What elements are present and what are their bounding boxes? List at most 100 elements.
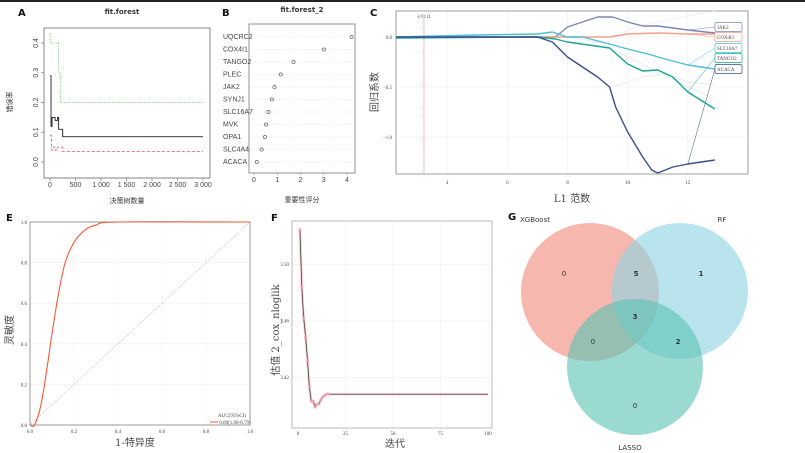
y-tick-label: 0.4 (33, 38, 40, 48)
x-axis-label: L1 范数 (554, 192, 590, 205)
gene-label-box (714, 32, 743, 42)
label-leader (687, 68, 716, 165)
category-label: OPA1 (223, 134, 241, 141)
x-tick-label: 1 000 (92, 182, 110, 189)
x-tick-label: 2 000 (143, 182, 161, 189)
y-tick-label: 0.1 (33, 127, 40, 137)
plot-frame (291, 220, 493, 429)
series-line-0 (50, 75, 203, 138)
label-leader (687, 57, 716, 93)
y-tick-label: 0.4 (21, 343, 28, 348)
panel-label: B (222, 8, 230, 19)
panel-label: G (508, 212, 516, 223)
x-tick-label: 6 (506, 181, 509, 186)
y-tick-label: −0.5 (383, 86, 393, 91)
x-tick-label: 25 (343, 432, 349, 437)
data-point (272, 85, 277, 89)
category-label: SLC16A7 (223, 109, 253, 116)
set-label: RF (718, 216, 727, 224)
data-point (311, 399, 315, 403)
x-tick-label: 3 000 (194, 182, 212, 189)
top-border (0, 0, 805, 2)
data-point (266, 110, 271, 114)
category-label: PLEC (223, 72, 241, 79)
gene-label-box (714, 64, 743, 74)
background-path (609, 10, 715, 38)
chart-title: fit.forest (105, 8, 140, 16)
data-point (313, 405, 317, 409)
legend-entry: 0.89(1.00-0.79) (219, 421, 251, 426)
gene-label: JAK2 (717, 26, 729, 31)
series-line-1 (50, 134, 203, 152)
category-label: TANGO2 (223, 59, 251, 66)
y-tick-label: 1.0 (21, 221, 28, 226)
plot-frame (43, 27, 211, 179)
category-label: COX4I1 (223, 47, 248, 54)
data-point (319, 398, 323, 402)
x-tick-label: 0.8 (203, 430, 210, 435)
coef-path-ACACA (396, 36, 716, 174)
data-point (263, 135, 267, 139)
x-tick-label: 0.4 (115, 430, 122, 435)
data-point (298, 227, 302, 232)
data-point (254, 160, 259, 164)
category-label: UQCRC2 (223, 34, 253, 41)
data-point (270, 97, 274, 102)
roc-curve (29, 221, 251, 428)
y-tick-label: 0.2 (33, 98, 40, 108)
gene-label-box (714, 53, 743, 63)
x-tick-label: 0 (297, 432, 300, 437)
venn-circle-LASSO (567, 299, 703, 435)
data-point (304, 334, 308, 339)
gene-label: SLC16A7 (717, 47, 738, 52)
y-axis-label: 估值 2_cox_nloglik (269, 283, 282, 375)
data-point (307, 385, 311, 389)
x-tick-label: 75 (438, 432, 444, 437)
x-tick-label: 0 (48, 182, 52, 189)
background-path (567, 36, 716, 100)
gene-label-box (714, 22, 743, 32)
coef-path-SLC16A7 (395, 31, 716, 70)
y-tick-label: 0.0 (33, 157, 40, 167)
data-point (278, 72, 283, 77)
x-tick-label: 0.0 (27, 430, 34, 435)
plot-frame (248, 23, 356, 174)
y-tick-label: 0.0 (21, 424, 28, 429)
coef-path-JAK2 (396, 16, 715, 38)
data-point (317, 402, 321, 406)
data-point (300, 285, 304, 289)
lambda-annotation: λ=0.11 (417, 15, 431, 20)
x-tick-label: 0 (252, 177, 256, 184)
x-tick-label: 1 (275, 177, 279, 184)
y-tick-label: 0.2 (21, 383, 28, 388)
legend-title: AUC(95%CI) (218, 414, 246, 419)
category-label: JAK2 (223, 84, 240, 91)
x-axis-label: 迭代 (385, 438, 405, 450)
panel-label: E (6, 213, 13, 224)
data-point (264, 122, 268, 127)
region-count: 2 (676, 338, 681, 346)
x-axis-label: 1-特异度 (115, 436, 155, 449)
gene-label: TANGO2 (717, 57, 737, 62)
category-label: SYNJ1 (223, 97, 245, 104)
y-tick-label: 0.3 (33, 68, 40, 78)
x-axis-label: 重要性评分 (285, 195, 320, 204)
data-point (259, 147, 264, 152)
label-leader (687, 47, 716, 66)
gene-label: ACACA (717, 68, 735, 73)
data-point (326, 392, 330, 396)
region-count: 5 (634, 270, 639, 278)
category-label: SLC4A4 (223, 147, 249, 154)
y-axis-label: 错误率 (5, 92, 14, 113)
y-tick-label: −1.0 (383, 136, 393, 141)
x-axis-label: 决策树数量 (110, 196, 145, 205)
data-point (302, 316, 306, 320)
region-count: 0 (562, 270, 566, 278)
y-axis-label: 灵敏度 (3, 315, 16, 345)
x-tick-label: 50 (391, 432, 397, 437)
chart-title: fit.forest_2 (280, 6, 323, 14)
loss-line (299, 229, 488, 408)
x-tick-label: 1 500 (118, 182, 136, 189)
x-tick-label: 3 (322, 177, 326, 184)
